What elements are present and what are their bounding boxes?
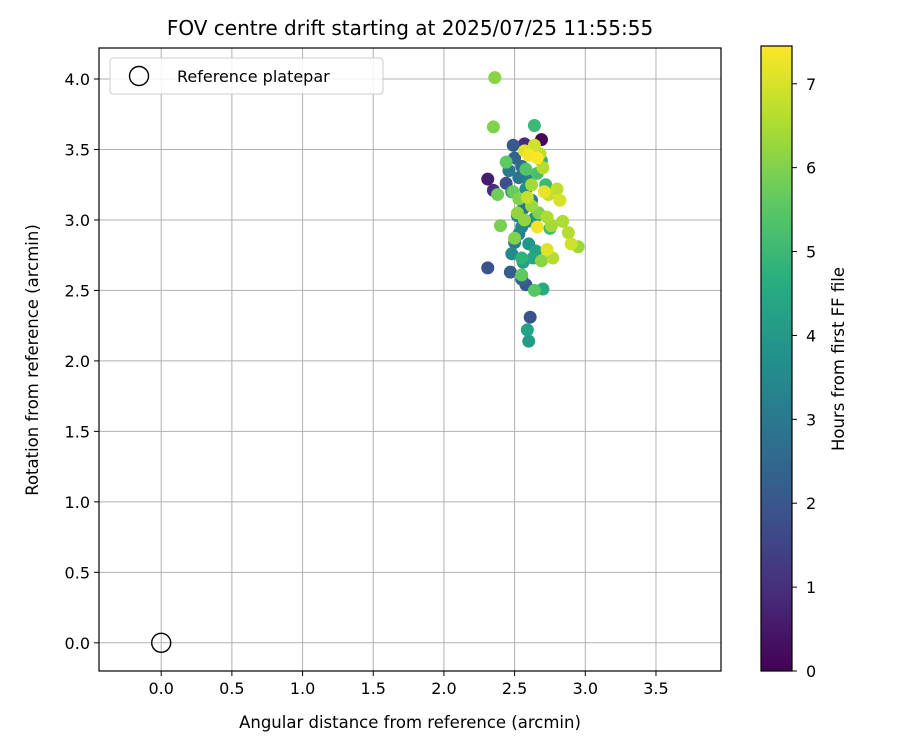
y-axis-label: Rotation from reference (arcmin) — [23, 224, 42, 496]
scatter-point — [527, 138, 541, 152]
x-tick-label: 2.5 — [502, 679, 527, 698]
scatter-point — [515, 251, 529, 265]
y-tick-label: 0.5 — [65, 563, 90, 582]
reference-platepar-marker — [150, 632, 172, 654]
scatter-point — [530, 220, 544, 234]
y-tick-label: 2.0 — [65, 352, 90, 371]
scatter-point — [523, 310, 537, 324]
scatter-point — [486, 120, 500, 134]
y-tick-label: 4.0 — [65, 70, 90, 89]
scatter-point — [564, 237, 578, 251]
x-tick-label: 0.5 — [219, 679, 244, 698]
scatter-point — [519, 162, 533, 176]
scatter-point — [508, 231, 522, 245]
y-tick-label: 3.5 — [65, 140, 90, 159]
y-tick-label: 1.0 — [65, 493, 90, 512]
y-tick-label: 3.0 — [65, 211, 90, 230]
y-axis-ticks: 0.0 0.5 1.0 1.5 2.0 2.5 3.0 3.5 4.0 — [65, 70, 99, 653]
scatter-point — [515, 268, 529, 282]
colorbar-tick-label: 2 — [806, 494, 816, 513]
colorbar-tick-label: 7 — [806, 75, 816, 94]
scatter-point — [537, 185, 551, 199]
colorbar-tick-label: 0 — [806, 662, 816, 681]
scatter-point — [510, 206, 524, 220]
y-tick-label: 1.5 — [65, 422, 90, 441]
x-tick-label: 3.0 — [573, 679, 598, 698]
legend-label: Reference platepar — [177, 67, 330, 86]
x-tick-label: 2.0 — [431, 679, 456, 698]
scatter-point — [505, 247, 519, 261]
scatter-point — [536, 161, 550, 175]
colorbar-tick-label: 4 — [806, 326, 816, 345]
colorbar-tick-label: 5 — [806, 243, 816, 262]
scatter-point — [534, 254, 548, 268]
scatter-point — [499, 155, 513, 169]
scatter-point — [520, 323, 534, 337]
scatter-point — [530, 151, 544, 165]
scatter-point — [503, 265, 517, 279]
x-axis-label: Angular distance from reference (arcmin) — [239, 713, 581, 732]
grid-lines — [99, 48, 721, 671]
colorbar-label: Hours from first FF file — [829, 267, 848, 451]
scatter-point — [527, 119, 541, 133]
colorbar-tick-label: 6 — [806, 159, 816, 178]
chart-title: FOV centre drift starting at 2025/07/25 … — [167, 16, 653, 40]
y-tick-label: 0.0 — [65, 634, 90, 653]
scatter-point — [520, 190, 534, 204]
legend: Reference platepar — [109, 57, 384, 95]
scatter-point — [556, 214, 570, 228]
legend-box — [109, 57, 384, 95]
scatter-point — [491, 188, 505, 202]
scatter-point — [522, 334, 536, 348]
scatter-point — [553, 193, 567, 207]
scatter-point — [481, 172, 495, 186]
colorbar: 0 1 2 3 4 5 6 7 Hours from first FF file — [760, 45, 848, 681]
scatter-point — [506, 138, 520, 152]
x-tick-label: 1.5 — [361, 679, 386, 698]
x-tick-label: 3.5 — [643, 679, 668, 698]
scatter-point — [488, 71, 502, 85]
x-tick-label: 0.0 — [148, 679, 173, 698]
colorbar-tick-label: 1 — [806, 578, 816, 597]
scatter-point — [525, 178, 539, 192]
colorbar-tick-label: 3 — [806, 410, 816, 429]
scatter-point — [481, 261, 495, 275]
x-axis-ticks: 0.0 0.5 1.0 1.5 2.0 2.5 3.0 3.5 — [148, 671, 669, 698]
colorbar-gradient — [760, 45, 793, 672]
y-tick-label: 2.5 — [65, 281, 90, 300]
scatter-point — [561, 226, 575, 240]
scatter-point — [540, 210, 554, 224]
legend-marker-icon — [128, 65, 150, 87]
scatter-points — [481, 71, 585, 348]
plot-frame — [98, 47, 722, 672]
scatter-point — [493, 219, 507, 233]
x-tick-label: 1.0 — [290, 679, 315, 698]
colorbar-ticks: 0 1 2 3 4 5 6 7 — [792, 75, 816, 681]
scatter-point — [527, 283, 541, 297]
scatter-point — [540, 243, 554, 257]
